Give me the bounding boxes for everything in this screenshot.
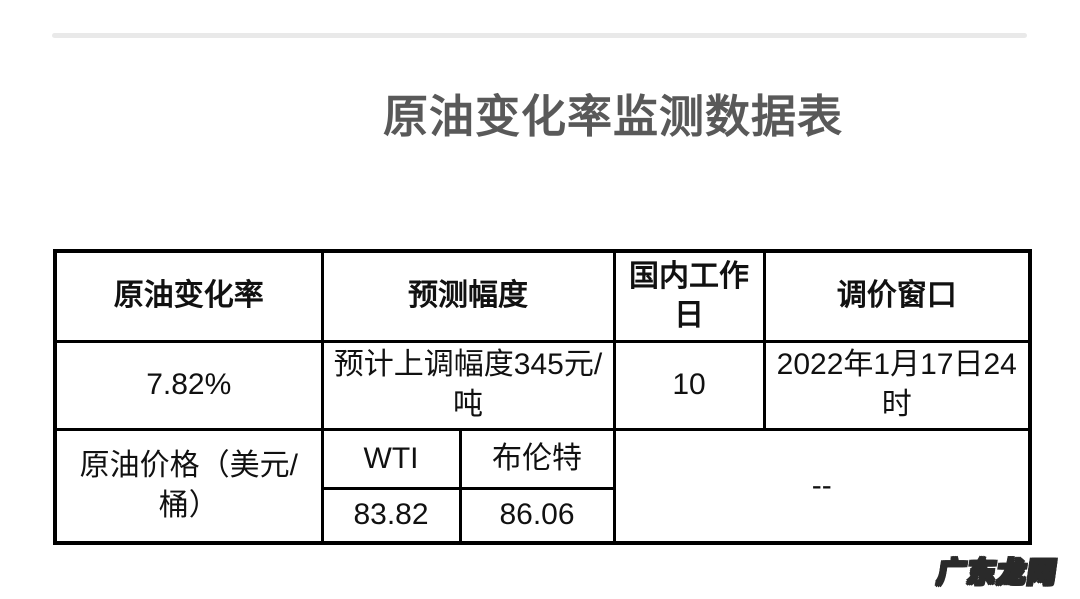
header-change-rate: 原油变化率 [53,249,324,343]
table-row-price-labels: 原油价格（美元/ 桶） WTI 布伦特 -- [53,427,1032,545]
table-row-price-values: 83.82 86.06 [55,486,1030,545]
table-header-row: 原油变化率 预测幅度 国内工作 日 调价窗口 [53,249,1032,343]
page-title: 原油变化率监测数据表 [383,91,844,142]
cell-price-window-empty: -- [612,427,1032,545]
header-forecast-range: 预测幅度 [320,249,616,343]
cell-working-days-value: 10 [612,339,766,431]
top-divider [52,33,1027,38]
crude-oil-monitoring-table: 原油变化率 预测幅度 国内工作 日 调价窗口 7.82% 预计上调幅度345元/… [53,249,1032,545]
cell-wti-label: WTI [320,427,462,490]
header-working-days: 国内工作 日 [612,249,766,343]
cell-change-rate-value: 7.82% [53,339,324,431]
cell-wti-value: 83.82 [320,486,462,545]
table-row-forecast: 7.82% 预计上调幅度345元/ 吨 10 2022年1月17日24 时 [53,339,1032,431]
cell-price-window-value: 2022年1月17日24 时 [762,339,1032,431]
cell-brent-label: 布伦特 [458,427,616,490]
cell-forecast-range-value: 预计上调幅度345元/ 吨 [320,339,616,431]
site-watermark: 广东龙网 [934,556,1061,590]
cell-brent-value: 86.06 [458,486,616,545]
cell-crude-price-label: 原油价格（美元/ 桶） [53,427,324,545]
header-price-window: 调价窗口 [762,249,1032,343]
